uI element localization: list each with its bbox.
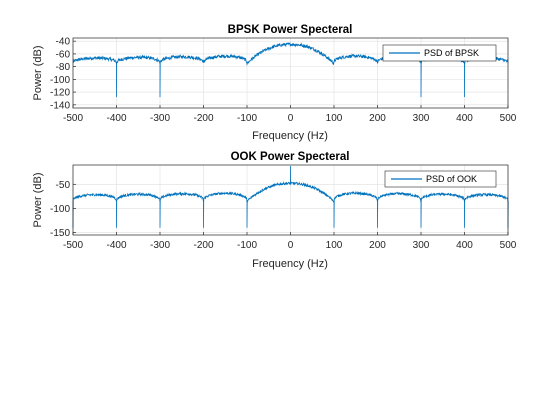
y-tick-label: -100: [50, 75, 70, 86]
x-tick-label: -300: [150, 113, 170, 124]
y-axis: -150 -100 -50: [50, 180, 76, 239]
y-tick-label: -50: [56, 180, 71, 191]
chart-title: BPSK Power Specteral: [228, 24, 353, 36]
x-tick-label: 400: [456, 113, 473, 124]
y-tick-label: -80: [56, 62, 71, 73]
subplot-ook: OOK Power Specteral -500 -400 -300 -200 -100…: [32, 151, 517, 270]
x-tick-label: -200: [193, 240, 213, 251]
legend: PSD of BPSK: [382, 44, 497, 62]
legend-entry: PSD of OOK: [426, 174, 477, 184]
x-tick-label: 300: [413, 113, 430, 124]
x-tick-label: 400: [456, 240, 473, 251]
y-tick-label: -100: [50, 204, 70, 215]
y-tick-label: -120: [50, 88, 70, 99]
x-axis-label: Frequency (Hz): [252, 130, 328, 142]
x-tick-label: -500: [63, 240, 83, 251]
y-axis-label: Power (dB): [32, 172, 44, 227]
x-tick-label: -400: [106, 240, 126, 251]
x-tick-label: 200: [369, 113, 386, 124]
y-axis: -140-120 -100 -80 -60-40: [50, 37, 76, 111]
x-tick-label: 100: [326, 113, 343, 124]
x-axis-label: Frequency (Hz): [252, 258, 328, 270]
legend-box: [382, 44, 497, 62]
x-tick-label: 100: [326, 240, 343, 251]
x-axis: -500 -400 -300 -200 -100 0 100 200 300 400 500: [63, 232, 517, 251]
subplot-bpsk: BPSK Power Specteral -500 -400 -300 -200 -10…: [32, 24, 517, 142]
x-tick-label: 500: [500, 240, 517, 251]
y-tick-label: -40: [56, 37, 71, 48]
legend-entry: PSD of BPSK: [424, 48, 479, 58]
y-tick-label: -140: [50, 100, 70, 111]
x-tick-label: -500: [63, 113, 83, 124]
chart-title: OOK Power Specteral: [231, 151, 350, 163]
x-tick-label: -100: [237, 240, 257, 251]
x-tick-label: 0: [288, 113, 294, 124]
x-tick-label: -100: [237, 113, 257, 124]
legend: PSD of OOK: [384, 170, 497, 188]
y-axis-label: Power (dB): [32, 45, 44, 100]
x-tick-label: 500: [500, 113, 517, 124]
series-line: [72, 165, 509, 228]
x-tick-label: 0: [288, 240, 294, 251]
y-tick-label: -60: [56, 49, 71, 60]
x-tick-label: 300: [413, 240, 430, 251]
legend-box: [384, 170, 497, 188]
x-axis: -500 -400 -300 -200 -100 0 100 200 300 400 500: [63, 105, 517, 124]
x-tick-label: -400: [106, 113, 126, 124]
y-tick-label: -150: [50, 228, 70, 239]
series-group: [72, 165, 509, 228]
x-tick-label: 200: [369, 240, 386, 251]
x-tick-label: -200: [193, 113, 213, 124]
x-tick-label: -300: [150, 240, 170, 251]
